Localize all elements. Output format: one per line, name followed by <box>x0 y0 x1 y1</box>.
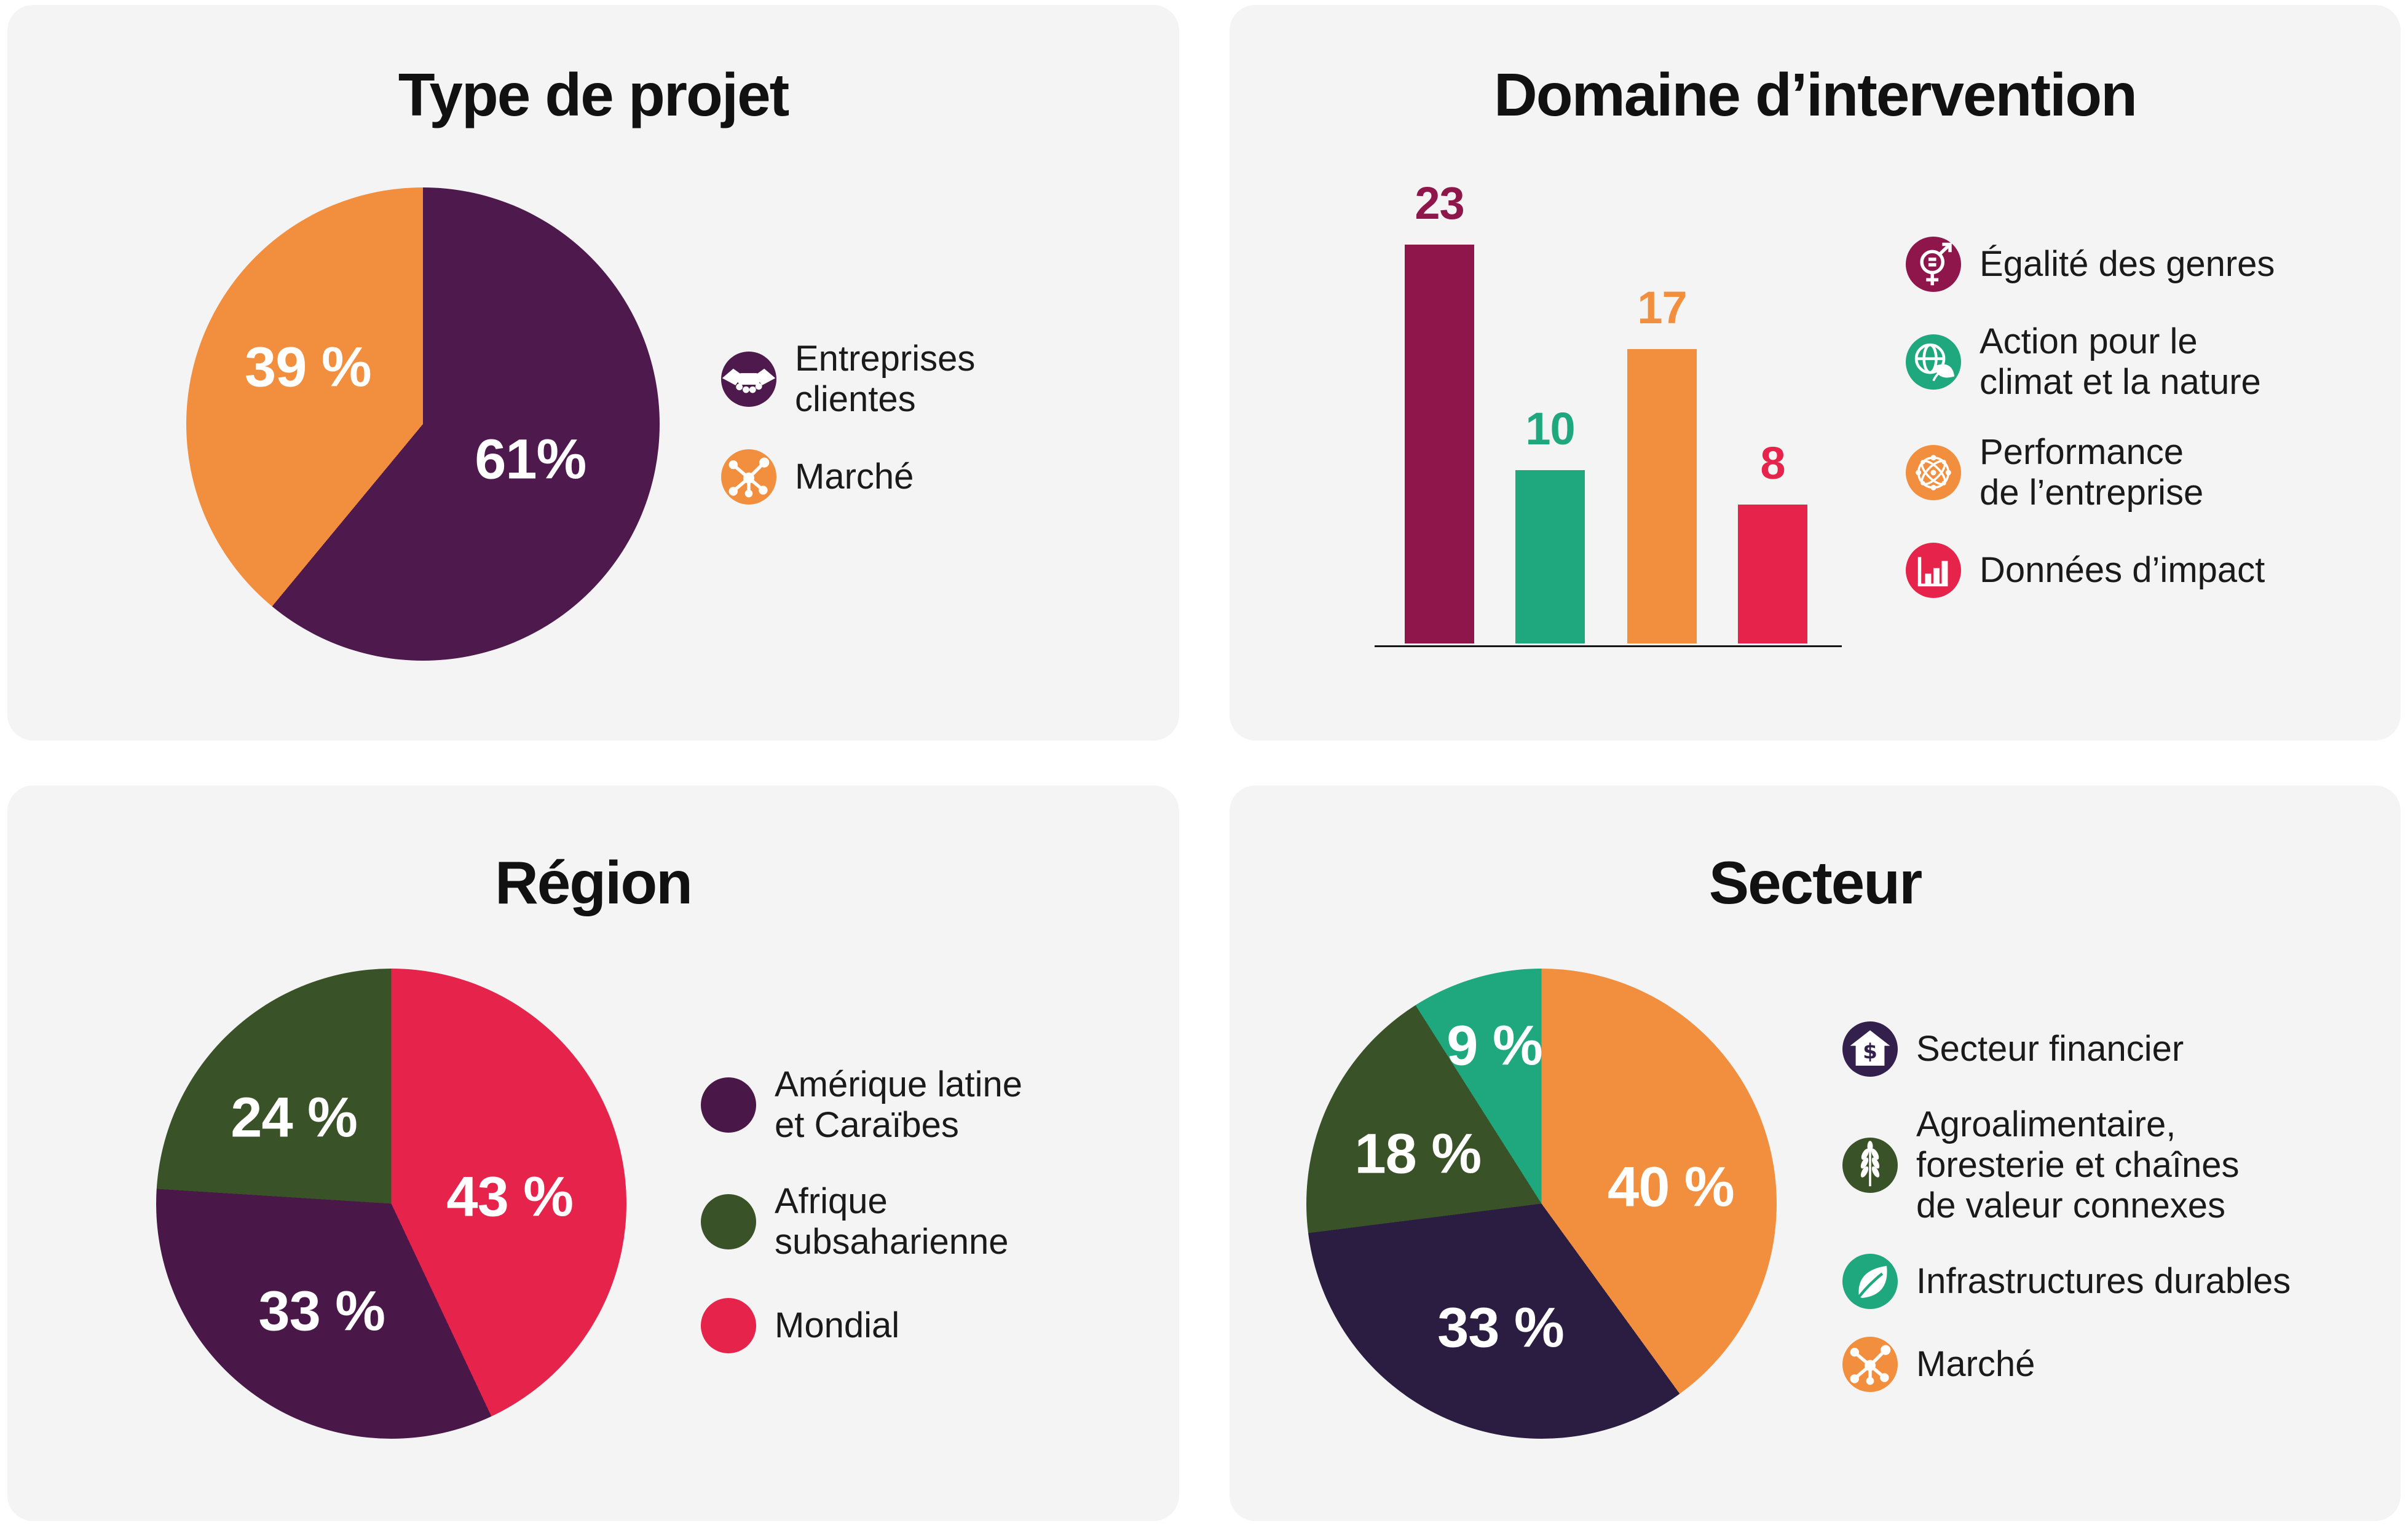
legend-dot <box>701 1298 756 1353</box>
pie-slice-label: 33 % <box>258 1280 385 1343</box>
panel-domaine-intervention: Domaine d’intervention 23 10 17 8 <box>1230 5 2401 741</box>
bar-value: 10 <box>1525 403 1575 454</box>
axis-baseline <box>1375 645 1842 647</box>
legend-item: Mondial <box>701 1298 1022 1353</box>
legend: Entreprises clientes Marché <box>721 339 975 505</box>
bar-group: 8 <box>1738 441 1807 643</box>
panel-type-de-projet: Type de projet 39 % 61% Entreprises clie… <box>7 5 1179 741</box>
bar-chart: 23 10 17 8 <box>1375 166 1842 645</box>
legend-label: Entreprises clientes <box>795 339 976 419</box>
leaf-icon <box>1842 1254 1898 1309</box>
panel-secteur: Secteur 9 % 18 % 40 % 33 % $ Secteur fin… <box>1230 785 2401 1521</box>
bar-group: 23 <box>1405 181 1474 643</box>
pie-chart-type-de-projet: 39 % 61% <box>186 187 660 661</box>
bank-dollar-icon: $ <box>1842 1021 1898 1077</box>
bar-value: 17 <box>1637 282 1687 333</box>
legend-item: Entreprises clientes <box>721 339 975 420</box>
legend-label: Secteur financier <box>1916 1029 2184 1069</box>
gender-equality-icon <box>1906 237 1961 292</box>
globe-leaf-icon <box>1906 334 1961 390</box>
bar-value: 23 <box>1415 178 1464 229</box>
legend-label: Performance de l’entreprise <box>1980 432 2204 513</box>
pie-slice-label: 33 % <box>1437 1296 1565 1359</box>
bar-group: 10 <box>1515 406 1585 643</box>
handshake-icon <box>721 352 776 407</box>
legend-dot <box>701 1077 756 1133</box>
legend-label: Marché <box>795 457 914 497</box>
pie-chart-region: 24 % 43 % 33 % <box>156 969 626 1439</box>
bar-chart-icon <box>1906 543 1961 598</box>
legend-label: Égalité des genres <box>1980 244 2275 284</box>
page-title: Secteur <box>1708 849 1923 916</box>
pie-slice-label: 40 % <box>1608 1155 1735 1219</box>
legend-label: Marché <box>1916 1344 2035 1384</box>
legend-item: Agroalimentaire, foresterie et chaînes d… <box>1842 1104 2291 1226</box>
legend-label: Mondial <box>775 1305 900 1345</box>
bar <box>1405 245 1474 643</box>
pie-chart-secteur: 9 % 18 % 40 % 33 % <box>1306 969 1777 1439</box>
legend-item: Performance de l’entreprise <box>1906 432 2275 513</box>
network-icon <box>721 449 776 505</box>
bar <box>1627 349 1697 643</box>
pie-slice-label: 61% <box>475 428 586 491</box>
legend-item: Amérique latine et Caraïbes <box>701 1064 1022 1146</box>
legend-label: Action pour le climat et la nature <box>1980 321 2261 402</box>
pie-slice-label: 24 % <box>231 1086 358 1149</box>
network-icon <box>1842 1337 1898 1392</box>
wheat-icon <box>1842 1138 1898 1193</box>
legend-label: Données d’impact <box>1980 550 2265 590</box>
pie-slice-label: 18 % <box>1354 1122 1482 1186</box>
pie-slice-label: 43 % <box>446 1165 574 1229</box>
bar-group: 17 <box>1627 285 1697 643</box>
pie-slice-label: 39 % <box>245 336 372 399</box>
legend-label: Afrique subsaharienne <box>775 1181 1009 1262</box>
globe-network-icon <box>1906 445 1961 500</box>
legend-item: Afrique subsaharienne <box>701 1181 1022 1262</box>
legend-item: $ Secteur financier <box>1842 1021 2291 1077</box>
legend: $ Secteur financier Agroalimentaire, for… <box>1842 1021 2291 1392</box>
page-title: Domaine d’intervention <box>1493 61 2138 128</box>
legend-item: Infrastructures durables <box>1842 1254 2291 1309</box>
legend-dot <box>701 1194 756 1249</box>
legend: Égalité des genres Action pour le climat… <box>1906 237 2275 598</box>
svg-text:$: $ <box>1863 1039 1877 1064</box>
page-title: Région <box>494 849 693 916</box>
legend: Amérique latine et Caraïbes Afrique subs… <box>701 1064 1022 1353</box>
legend-item: Marché <box>1842 1337 2291 1392</box>
pie-slice-label: 9 % <box>1447 1014 1543 1077</box>
panel-region: Région 24 % 43 % 33 % Amérique latine et… <box>7 785 1179 1521</box>
legend-item: Marché <box>721 449 975 505</box>
legend-item: Égalité des genres <box>1906 237 2275 292</box>
legend-label: Amérique latine et Caraïbes <box>775 1064 1022 1145</box>
legend-label: Agroalimentaire, foresterie et chaînes d… <box>1916 1104 2240 1225</box>
bar <box>1515 470 1585 643</box>
legend-item: Action pour le climat et la nature <box>1906 321 2275 403</box>
page-title: Type de projet <box>398 61 790 128</box>
legend-item: Données d’impact <box>1906 543 2275 598</box>
legend-label: Infrastructures durables <box>1916 1261 2291 1301</box>
bar-value: 8 <box>1760 438 1785 489</box>
bar <box>1738 505 1807 643</box>
